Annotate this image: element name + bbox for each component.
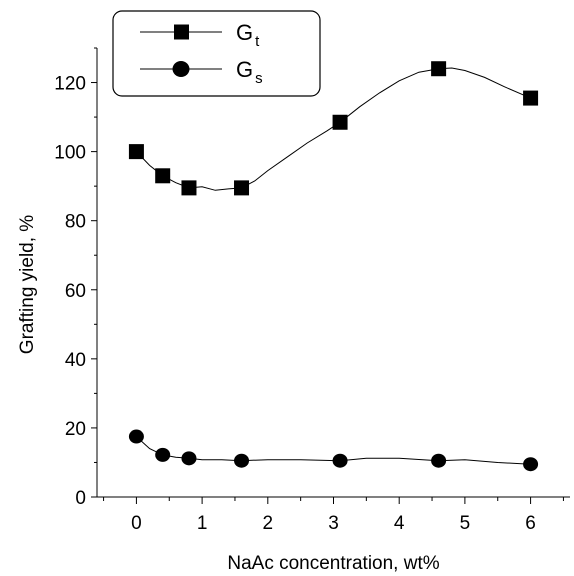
y-tick-label: 80 (65, 212, 86, 233)
series-line-Gs (136, 436, 531, 465)
y-axis-title: Grafting yield, % (17, 215, 38, 354)
y-tick-label: 120 (54, 74, 86, 95)
x-tick-label: 3 (328, 513, 339, 534)
y-tick-label: 60 (65, 281, 86, 302)
y-tick-label: 20 (65, 419, 86, 440)
x-tick-label: 6 (525, 513, 536, 534)
legend-label-subscript: s (255, 70, 263, 87)
data-point-Gs (523, 457, 539, 472)
legend-label-subscript: t (255, 33, 260, 50)
data-point-Gt (181, 180, 197, 196)
x-tick-label: 5 (460, 513, 471, 534)
x-tick-label: 0 (131, 513, 142, 534)
series-layer (128, 61, 539, 472)
data-point-Gs (234, 453, 250, 468)
series-Gs (128, 429, 539, 472)
legend-label-main: G (236, 57, 253, 82)
x-tick-label: 1 (197, 513, 208, 534)
y-tick-label: 40 (65, 350, 86, 371)
x-axis-title: NaAc concentration, wt% (227, 553, 439, 574)
x-tick-label: 2 (263, 513, 274, 534)
y-tick-label: 100 (54, 143, 86, 164)
legend-box (112, 10, 321, 97)
data-point-Gt (128, 144, 144, 160)
series-Gt (128, 61, 539, 196)
data-point-Gs (431, 453, 447, 468)
legend-circle-marker (172, 61, 190, 77)
data-point-Gt (523, 90, 539, 106)
data-point-Gt (431, 61, 447, 77)
y-tick-label: 0 (75, 488, 86, 509)
data-point-Gs (128, 429, 144, 444)
legend-label-main: G (236, 20, 253, 45)
x-tick-label: 4 (394, 513, 405, 534)
legend-square-marker (174, 24, 189, 40)
data-point-Gs (155, 447, 171, 462)
data-point-Gs (181, 451, 197, 466)
data-point-Gt (234, 180, 250, 196)
axes: 0 20 40 60 80 100 120 0 1 2 3 4 5 6 NaAc concentration… (17, 47, 570, 574)
data-point-Gs (332, 453, 348, 468)
data-point-Gt (155, 168, 171, 184)
data-point-Gt (332, 114, 348, 130)
